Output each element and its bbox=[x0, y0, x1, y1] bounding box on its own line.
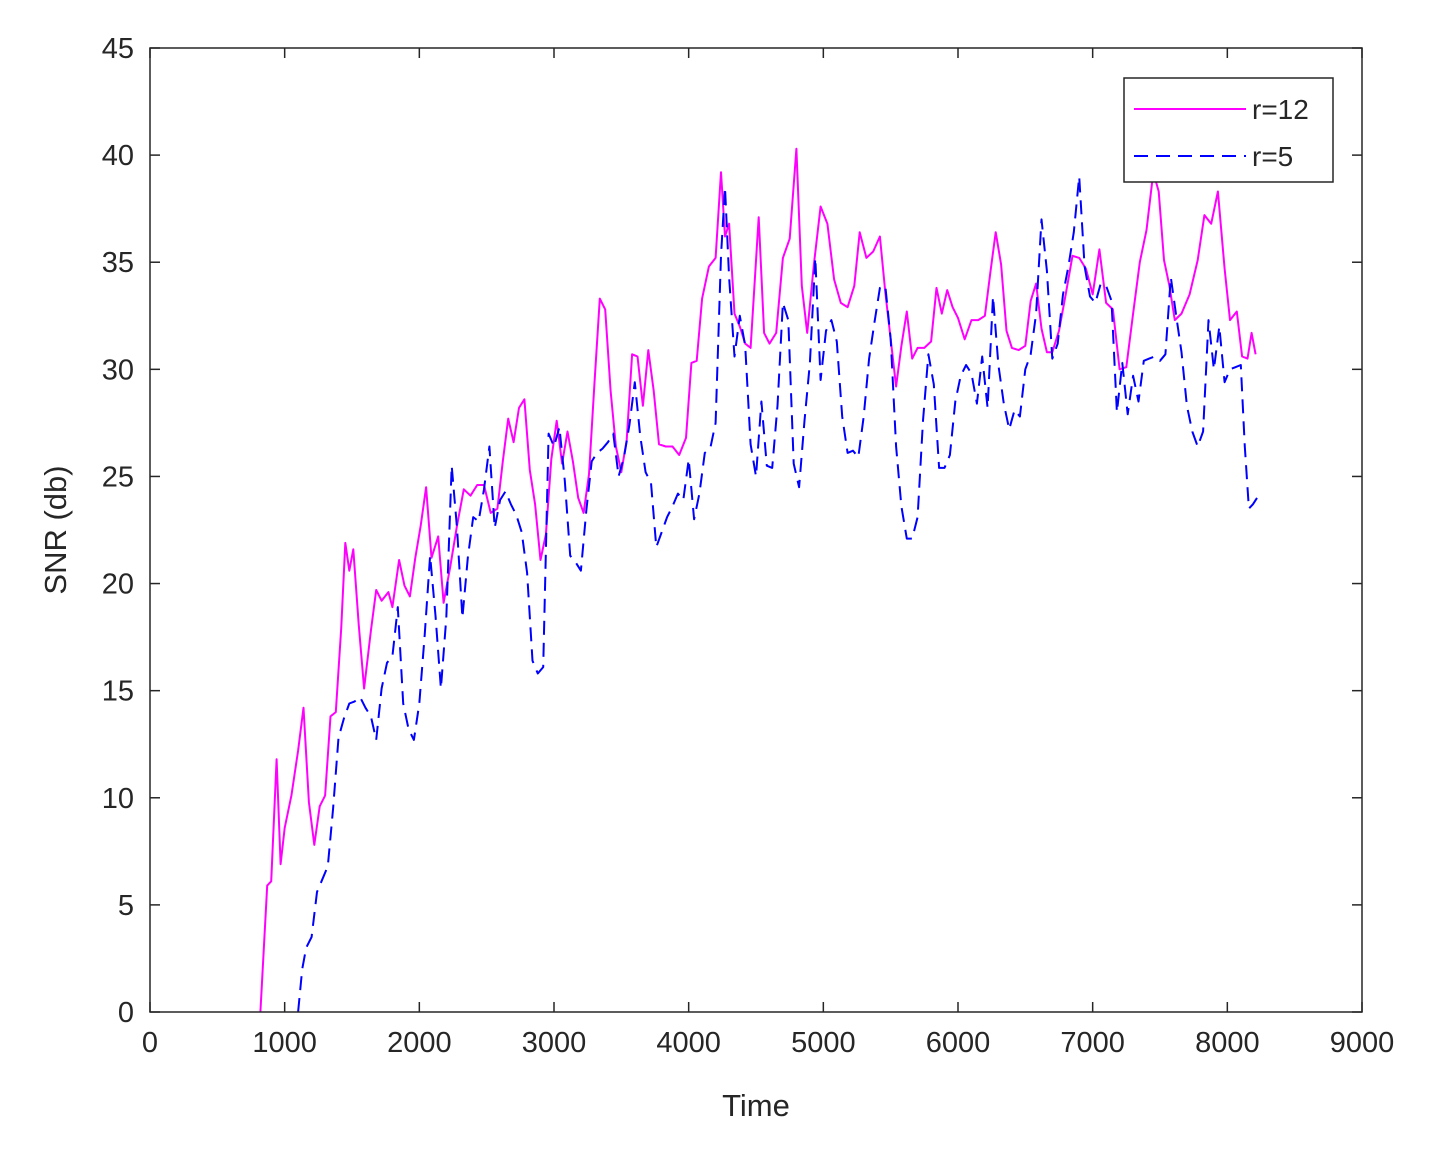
x-tick-label: 8000 bbox=[1195, 1027, 1260, 1059]
y-tick-label: 45 bbox=[102, 33, 134, 65]
x-tick-label: 5000 bbox=[791, 1027, 856, 1059]
x-tick-label: 1000 bbox=[252, 1027, 317, 1059]
legend: r=12 r=5 bbox=[1123, 77, 1334, 183]
x-tick-label: 2000 bbox=[387, 1027, 452, 1059]
y-tick-label: 25 bbox=[102, 461, 134, 493]
series-layer bbox=[259, 147, 1258, 1013]
legend-label-0: r=12 bbox=[1252, 94, 1309, 125]
x-tick-label: 0 bbox=[142, 1027, 158, 1059]
x-axis-label: Time bbox=[722, 1088, 790, 1123]
x-tick-label: 3000 bbox=[522, 1027, 587, 1059]
y-tick-label: 40 bbox=[102, 140, 134, 172]
tick-layer: 0 1000 2000 3000 4000 5000 6000 7000 8000 9000 0 5 1… bbox=[102, 33, 1395, 1059]
x-tick-label: 6000 bbox=[926, 1027, 991, 1059]
x-tick-label: 7000 bbox=[1060, 1027, 1125, 1059]
y-tick-label: 35 bbox=[102, 247, 134, 279]
legend-box bbox=[1123, 77, 1334, 183]
y-tick-label: 10 bbox=[102, 783, 134, 815]
x-tick-label: 4000 bbox=[656, 1027, 721, 1059]
y-tick-label: 20 bbox=[102, 569, 134, 601]
plot-frame bbox=[149, 47, 1363, 1013]
y-tick-label: 15 bbox=[102, 676, 134, 708]
y-tick-label: 5 bbox=[118, 890, 134, 922]
series-line-0 bbox=[259, 147, 1257, 1013]
series-line-1 bbox=[297, 175, 1258, 1013]
y-tick-label: 30 bbox=[102, 354, 134, 386]
plot-area bbox=[150, 48, 1362, 1012]
y-axis-label: SNR (db) bbox=[38, 465, 73, 594]
x-tick-label: 9000 bbox=[1330, 1027, 1395, 1059]
y-tick-label: 0 bbox=[118, 997, 134, 1029]
legend-label-1: r=5 bbox=[1252, 141, 1293, 172]
